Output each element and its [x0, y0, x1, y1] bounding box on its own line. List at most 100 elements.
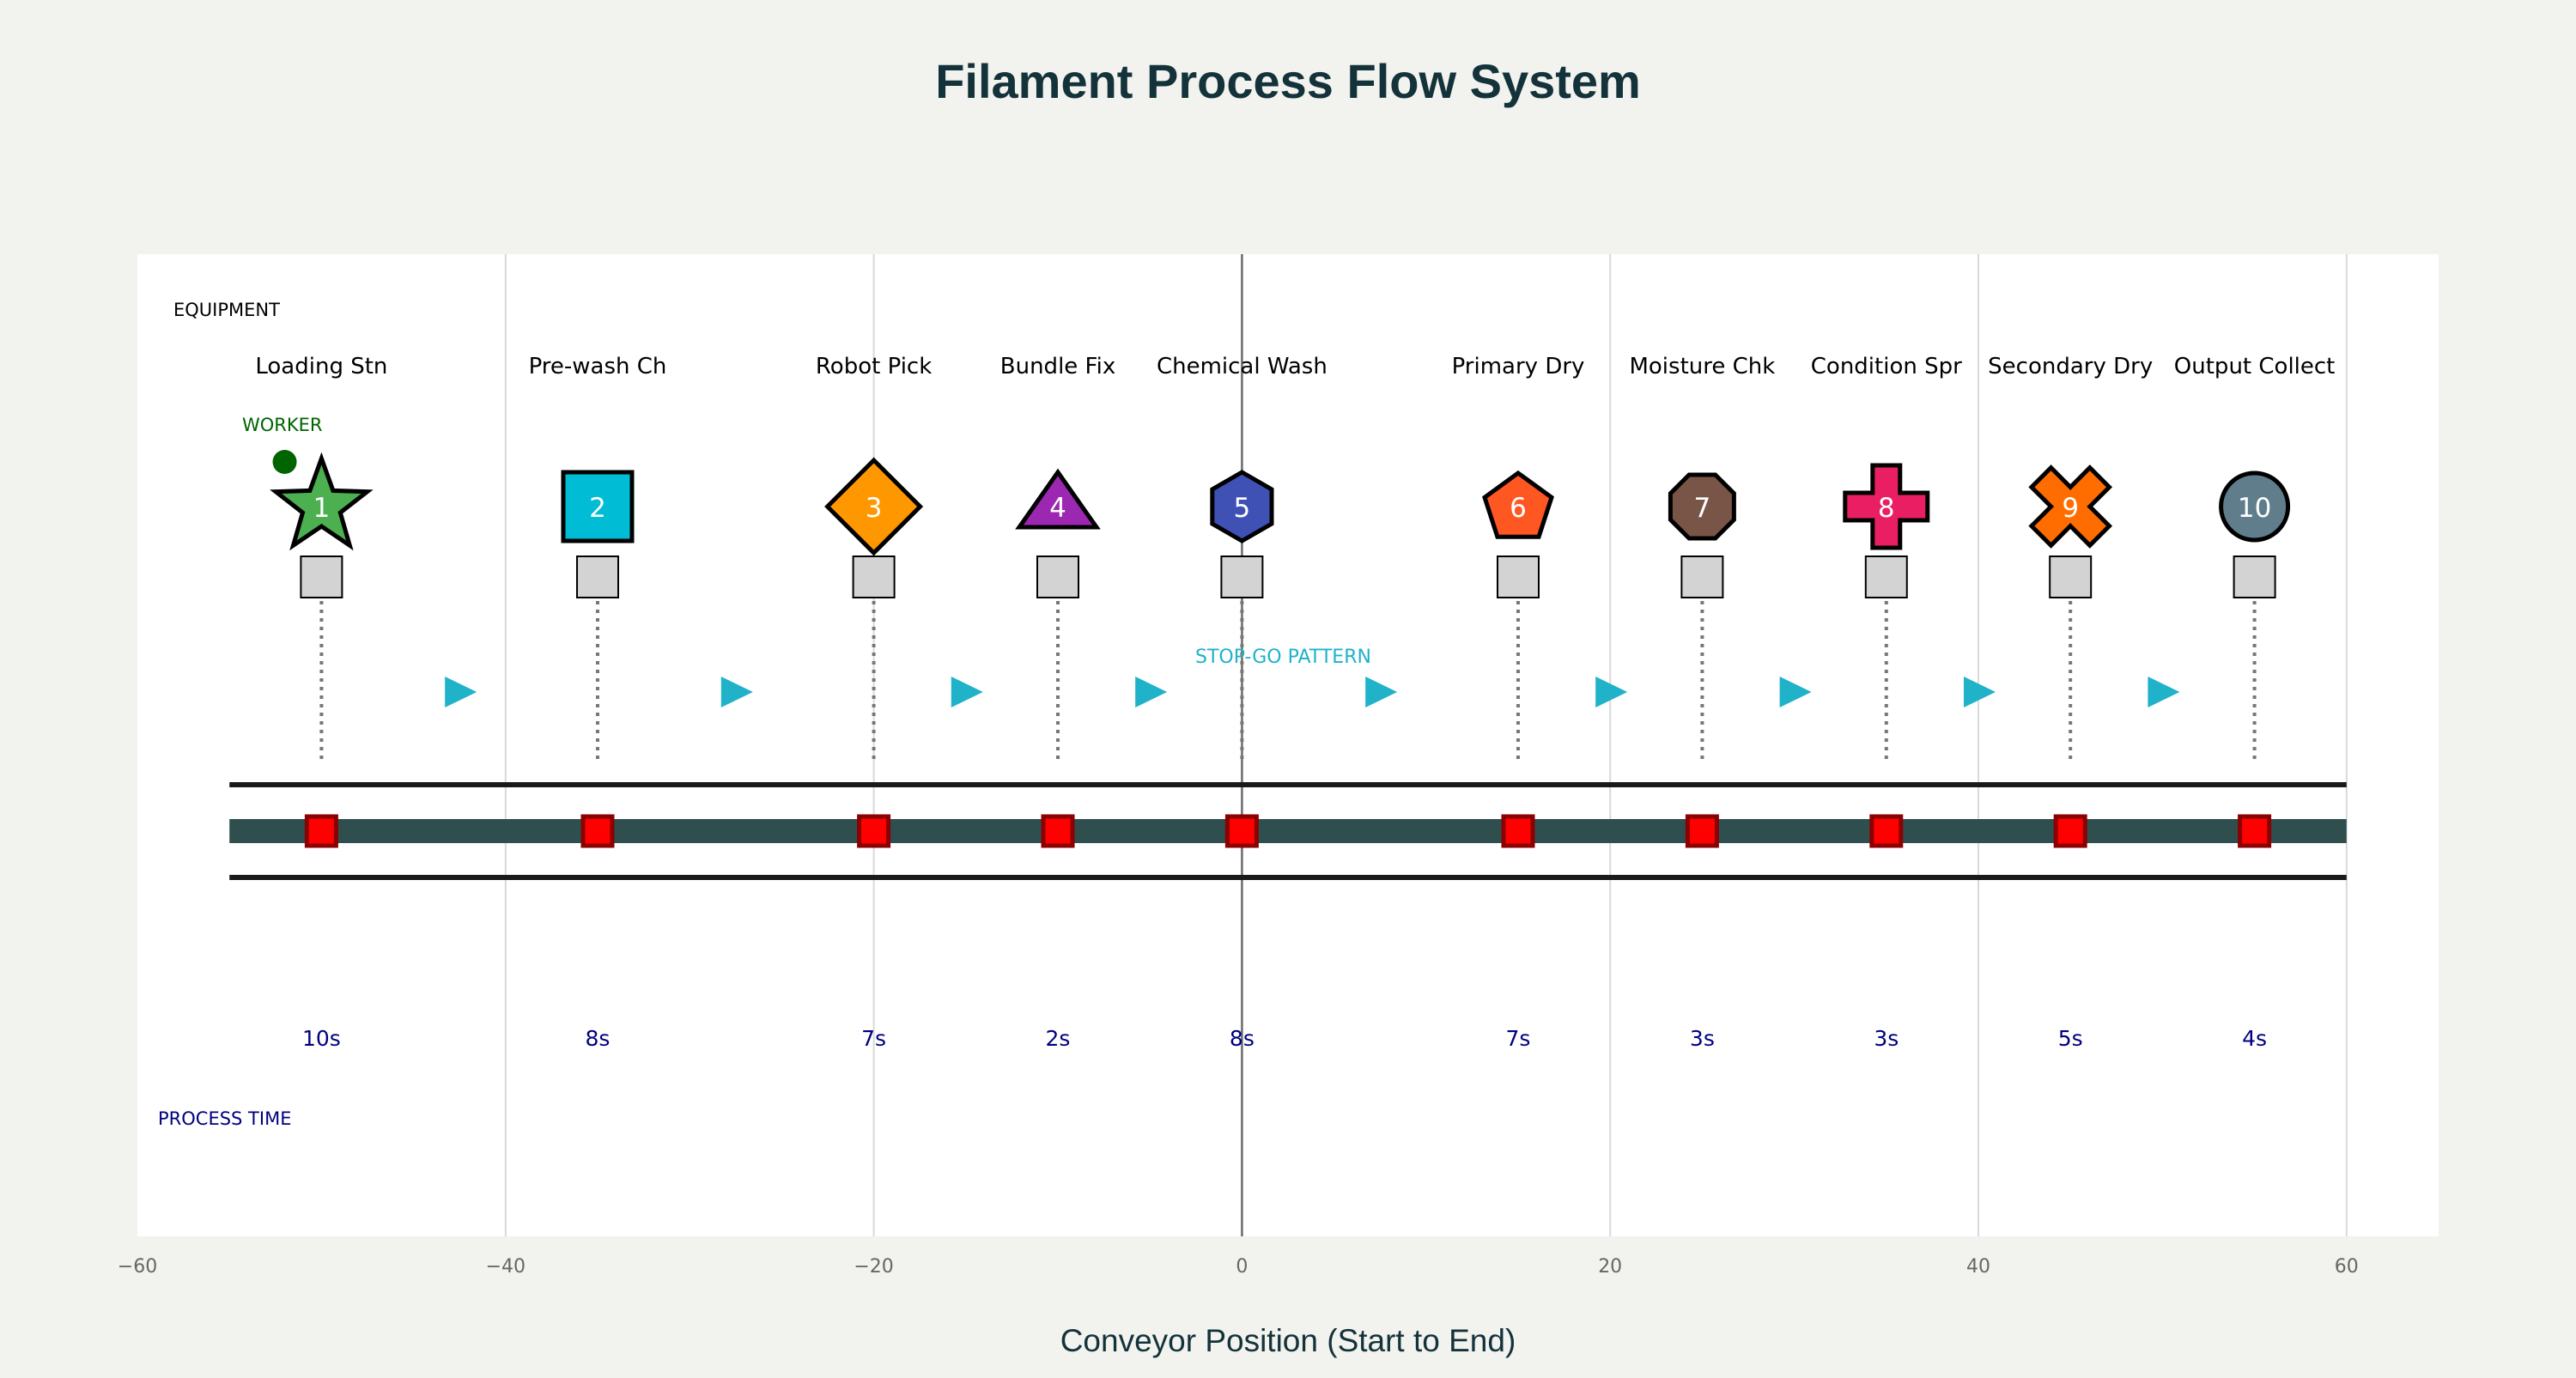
- station-5: 5 Chemical Wash 8s: [1157, 354, 1327, 1051]
- x-tick-label: 20: [1598, 1256, 1622, 1278]
- chart-title: Filament Process Flow System: [935, 54, 1641, 108]
- station-name: Loading Stn: [255, 354, 387, 379]
- x-tick-label: 60: [2335, 1256, 2359, 1278]
- carrier-marker: [1685, 814, 1719, 848]
- station-number: 8: [1878, 493, 1895, 524]
- station-name: Robot Pick: [816, 354, 932, 379]
- flow-arrow-icon: [1964, 677, 1996, 707]
- triangle-marker: [1015, 468, 1101, 530]
- station-9: 9 Secondary Dry 5s: [1988, 354, 2153, 1051]
- sensor-box: [852, 555, 896, 598]
- process-time-value: 8s: [1230, 1026, 1255, 1051]
- pentagon-marker: [1482, 470, 1554, 539]
- process-time-value: 4s: [2242, 1026, 2267, 1051]
- station-number: 7: [1694, 493, 1711, 524]
- sensor-box: [2233, 555, 2276, 598]
- x-tick-label: −40: [486, 1256, 526, 1278]
- station-2: 2 Pre-wash Ch 8s: [529, 354, 667, 1051]
- x-tick-label: −60: [118, 1256, 157, 1278]
- station-name: Pre-wash Ch: [529, 354, 667, 379]
- flow-arrow-icon: [2148, 677, 2180, 707]
- x-axis-ticks: −60 −40 −20 0 20 40 60: [118, 1256, 2359, 1278]
- carrier-marker: [1501, 814, 1535, 848]
- station-name: Primary Dry: [1452, 354, 1585, 379]
- station-number: 5: [1234, 493, 1251, 524]
- carrier-marker: [857, 814, 891, 848]
- square-marker: [561, 470, 635, 543]
- worker-label: WORKER: [242, 415, 323, 435]
- station-number: 10: [2238, 493, 2271, 524]
- station-name: Secondary Dry: [1988, 354, 2153, 379]
- sensor-box: [576, 555, 619, 598]
- stop-go-label: STOP-GO PATTERN: [1195, 647, 1371, 668]
- plot-panel: [137, 254, 2439, 1236]
- sensor-box: [2049, 555, 2093, 598]
- stations: 1 Loading Stn 10s 2 Pre-wash Ch 8s 3 Robot Pick…: [255, 354, 2335, 1051]
- x-tick-label: 0: [1236, 1256, 1248, 1278]
- process-time-value: 7s: [1506, 1026, 1531, 1051]
- process-time-value: 2s: [1046, 1026, 1071, 1051]
- station-number: 6: [1510, 493, 1527, 524]
- station-number: 9: [2062, 493, 2079, 524]
- station-7: 7 Moisture Chk 3s: [1629, 354, 1775, 1051]
- sensor-box: [1864, 555, 1908, 598]
- station-number: 4: [1049, 493, 1066, 524]
- circle-marker: [2219, 470, 2291, 543]
- process-time-value: 7s: [861, 1026, 886, 1051]
- station-8: 8 Condition Spr 3s: [1811, 354, 1962, 1051]
- station-4: 4 Bundle Fix 2s: [1000, 354, 1115, 1051]
- cross-marker: [1843, 463, 1930, 550]
- carrier-marker: [2238, 814, 2272, 848]
- sensor-box: [1036, 555, 1079, 598]
- equipment-label: EQUIPMENT: [173, 300, 280, 320]
- station-name: Moisture Chk: [1629, 354, 1775, 379]
- flow-arrow-icon: [1365, 677, 1398, 707]
- carrier-marker: [2053, 814, 2087, 848]
- station-number: 1: [313, 493, 331, 524]
- carrier-marker: [304, 814, 338, 848]
- x-marker: [2028, 464, 2113, 549]
- station-name: Bundle Fix: [1000, 354, 1115, 379]
- station-1: 1 Loading Stn 10s: [255, 354, 387, 1051]
- process-time-value: 3s: [1874, 1026, 1899, 1051]
- station-number: 3: [866, 493, 883, 524]
- x-tick-label: 40: [1966, 1256, 1990, 1278]
- x-axis-label: Conveyor Position (Start to End): [1060, 1323, 1516, 1358]
- sensor-box: [1497, 555, 1540, 598]
- hexagon-marker: [1210, 470, 1274, 543]
- sensor-box: [1220, 555, 1264, 598]
- sensor-box: [1680, 555, 1724, 598]
- flow-arrow-icon: [720, 677, 753, 707]
- flow-arrow-icon: [1595, 677, 1628, 707]
- grid-lines: [504, 254, 2348, 1236]
- worker-marker: [272, 450, 297, 474]
- process-time-value: 10s: [302, 1026, 341, 1051]
- station-3: 3 Robot Pick 7s: [816, 354, 932, 1051]
- process-time-value: 8s: [586, 1026, 611, 1051]
- process-time-label: PROCESS TIME: [158, 1108, 291, 1129]
- flow-arrows: [445, 677, 2180, 707]
- station-number: 2: [589, 493, 606, 524]
- carrier-marker: [1224, 814, 1259, 848]
- station-name: Chemical Wash: [1157, 354, 1327, 379]
- carrier-marker: [580, 814, 615, 848]
- conveyor-belt: [229, 819, 2347, 843]
- flow-arrow-icon: [1135, 677, 1168, 707]
- x-tick-label: −20: [854, 1256, 893, 1278]
- diamond-marker: [824, 457, 924, 556]
- sensor-box: [300, 555, 343, 598]
- process-time-value: 5s: [2058, 1026, 2083, 1051]
- carrier-marker: [1041, 814, 1075, 848]
- station-name: Condition Spr: [1811, 354, 1962, 379]
- process-time-value: 3s: [1690, 1026, 1715, 1051]
- flow-arrow-icon: [951, 677, 983, 707]
- carrier-marker: [1869, 814, 1904, 848]
- flow-arrow-icon: [445, 677, 477, 707]
- octagon-marker: [1668, 472, 1736, 541]
- flow-arrow-icon: [1779, 677, 1812, 707]
- station-name: Output Collect: [2174, 354, 2336, 379]
- star-marker: [270, 452, 374, 551]
- station-6: 6 Primary Dry 7s: [1452, 354, 1585, 1051]
